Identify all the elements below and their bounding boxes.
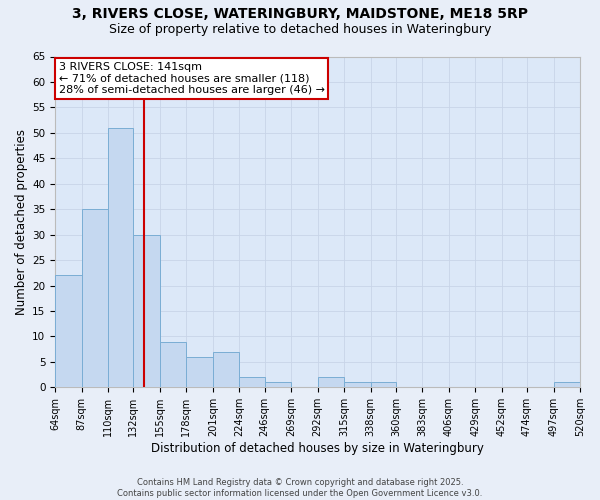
Text: 3, RIVERS CLOSE, WATERINGBURY, MAIDSTONE, ME18 5RP: 3, RIVERS CLOSE, WATERINGBURY, MAIDSTONE… bbox=[72, 8, 528, 22]
Bar bbox=[554, 382, 580, 388]
Bar bbox=[108, 128, 133, 388]
Bar bbox=[55, 276, 82, 388]
Bar bbox=[265, 382, 291, 388]
Bar bbox=[344, 382, 371, 388]
Bar bbox=[160, 342, 187, 388]
Y-axis label: Number of detached properties: Number of detached properties bbox=[15, 129, 28, 315]
Bar bbox=[317, 377, 344, 388]
Text: Size of property relative to detached houses in Wateringbury: Size of property relative to detached ho… bbox=[109, 22, 491, 36]
Bar bbox=[82, 209, 108, 388]
Bar bbox=[239, 377, 265, 388]
Text: 3 RIVERS CLOSE: 141sqm
← 71% of detached houses are smaller (118)
28% of semi-de: 3 RIVERS CLOSE: 141sqm ← 71% of detached… bbox=[59, 62, 325, 95]
Bar bbox=[371, 382, 396, 388]
Bar bbox=[187, 357, 213, 388]
X-axis label: Distribution of detached houses by size in Wateringbury: Distribution of detached houses by size … bbox=[151, 442, 484, 455]
Bar bbox=[133, 234, 160, 388]
Text: Contains HM Land Registry data © Crown copyright and database right 2025.
Contai: Contains HM Land Registry data © Crown c… bbox=[118, 478, 482, 498]
Bar bbox=[213, 352, 239, 388]
